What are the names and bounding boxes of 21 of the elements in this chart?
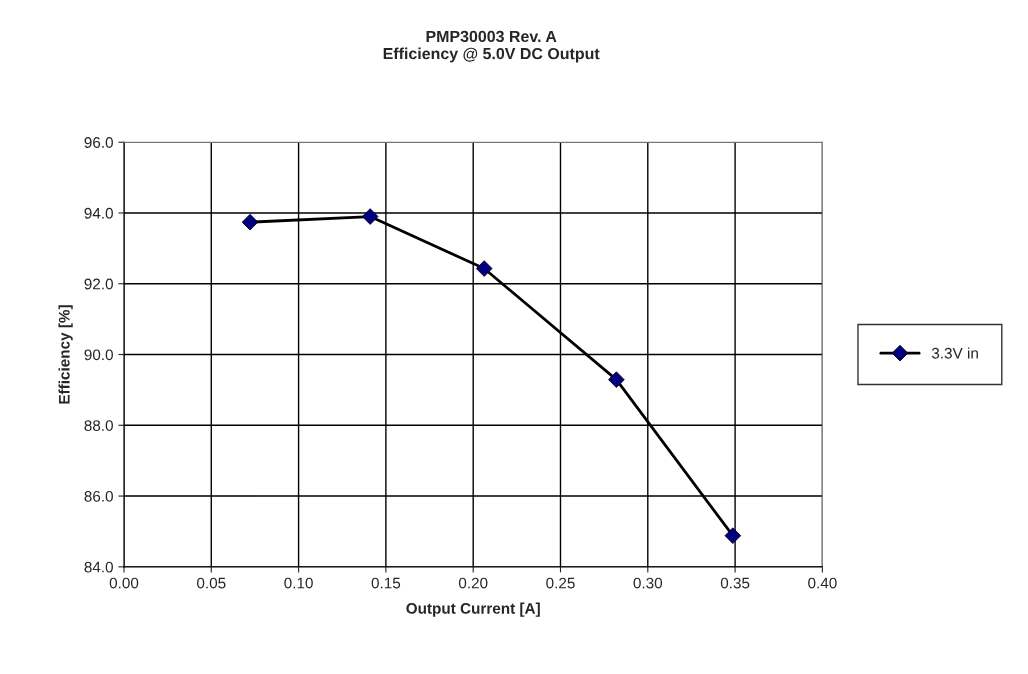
y-tick-label: 96.0 bbox=[84, 137, 113, 148]
x-tick-label: 0.15 bbox=[371, 577, 401, 589]
x-tick-label: 0.30 bbox=[633, 577, 663, 589]
y-axis-title: Efficiency [%] bbox=[58, 305, 73, 404]
x-tick-label: 0.40 bbox=[808, 577, 837, 589]
x-tick-label: 0.25 bbox=[546, 577, 575, 589]
chart-title: PMP30003 Rev. A Efficiency @ 5.0V DC Output bbox=[383, 30, 600, 63]
x-tick-label: 0.10 bbox=[284, 577, 313, 589]
point bbox=[361, 208, 379, 225]
y-tick-label: 88.0 bbox=[84, 420, 113, 431]
y-tick-label: 84.0 bbox=[84, 561, 113, 573]
x-tick-label: 0.00 bbox=[109, 577, 139, 589]
x-axis-title: Output Current [A] bbox=[406, 602, 540, 617]
y-tick-label: 94.0 bbox=[84, 207, 113, 219]
y-tick-label: 90.0 bbox=[84, 349, 113, 361]
x-tick-label: 0.35 bbox=[720, 577, 750, 589]
legend-label: 3.3V in bbox=[931, 347, 978, 359]
x-tick-label: 0.20 bbox=[458, 577, 488, 589]
y-tick-label: 92.0 bbox=[84, 278, 113, 290]
y-tick-label: 86.0 bbox=[84, 490, 113, 502]
x-tick-label: 0.05 bbox=[197, 577, 226, 589]
